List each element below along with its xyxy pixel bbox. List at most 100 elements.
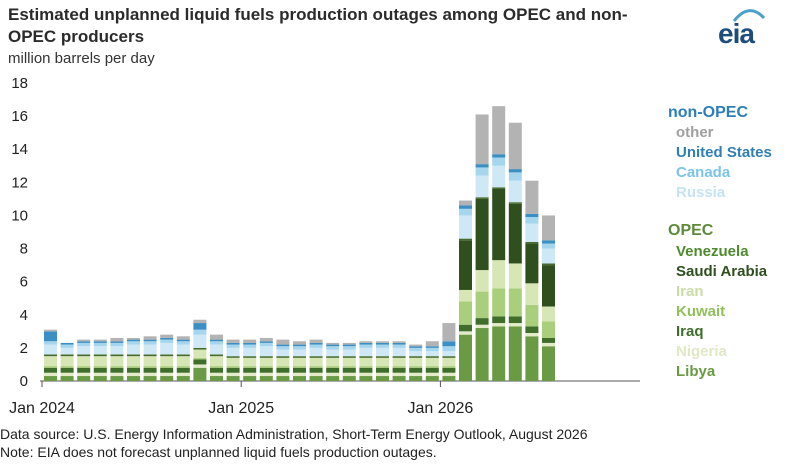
bar-segment-nigeria — [276, 372, 290, 377]
bar-segment-kuwait — [226, 366, 240, 368]
bar-segment-other — [425, 341, 439, 347]
bar-segment-russia — [44, 344, 57, 355]
bar-segment-libya — [359, 376, 373, 381]
bar-segment-canada — [176, 341, 190, 345]
bar-segment-russia — [309, 347, 323, 357]
bar-segment-iraq — [508, 316, 522, 324]
bar-segment-other — [259, 337, 273, 342]
bar-segment-canada — [143, 341, 157, 345]
bar-segment-iran — [508, 263, 522, 289]
bar-segment-kuwait — [442, 366, 456, 368]
y-tick-label: 16 — [11, 108, 28, 125]
bar-segment-united-states — [293, 344, 306, 347]
bar-segment-saudi-arabia — [475, 198, 489, 271]
bar-segment-nigeria — [359, 372, 373, 377]
y-tick-label: 6 — [20, 274, 28, 291]
bar-segment-iran — [44, 356, 57, 367]
bar-segment-united-states — [143, 339, 157, 342]
bar-segment-kuwait — [276, 366, 290, 368]
bar-segment-venezuela — [44, 354, 57, 357]
bar-segment-other — [442, 323, 456, 342]
bar-segment-canada — [542, 243, 555, 249]
bar-segment-kuwait — [110, 366, 124, 368]
footer-source: Data source: U.S. Energy Information Adm… — [0, 426, 588, 442]
bar-segment-united-states — [525, 213, 539, 218]
bar-segment-kuwait — [342, 366, 356, 368]
bar-segment-iraq — [359, 367, 373, 373]
bar-segment-nigeria — [93, 372, 107, 377]
bar-segment-russia — [508, 180, 522, 203]
bar-segment-canada — [226, 344, 240, 348]
bar-segment-nigeria — [193, 364, 207, 368]
bar-segment-united-states — [259, 341, 273, 343]
bar-segment-nigeria — [309, 372, 323, 377]
bar-segment-other — [176, 336, 190, 340]
bar-segment-other — [525, 180, 539, 214]
bar-segment-nigeria — [110, 372, 124, 377]
bar-segment-saudi-arabia — [459, 240, 472, 290]
bar-segment-venezuela — [459, 238, 472, 241]
bar-segment-libya — [210, 376, 223, 381]
bar-segment-libya — [110, 376, 124, 381]
bar-segment-libya — [525, 336, 539, 381]
x-tick-label: Jan 2024 — [9, 400, 75, 417]
bar-segment-russia — [475, 175, 489, 198]
bar-segment-venezuela — [542, 263, 555, 266]
bar-segment-russia — [342, 349, 356, 357]
bar-segment-venezuela — [475, 197, 489, 199]
bar-segment-united-states — [309, 342, 323, 345]
bar-segment-iran — [342, 357, 356, 367]
bar-segment-other — [508, 122, 522, 170]
bar-segment-iraq — [425, 367, 439, 373]
bar-segment-other — [293, 341, 306, 345]
bar-segment-other — [342, 342, 356, 345]
bar-segment-iran — [226, 357, 240, 367]
bar-segment-venezuela — [525, 241, 539, 244]
bar-segment-nigeria — [392, 372, 406, 377]
bar-segment-kuwait — [293, 366, 306, 368]
bar-segment-russia — [276, 349, 290, 357]
bar-segment-venezuela — [492, 187, 506, 189]
bar-segment-other — [226, 339, 240, 343]
bar-segment-russia — [226, 347, 240, 357]
bar-segment-libya — [77, 376, 91, 381]
bar-segment-libya — [392, 376, 406, 381]
bar-segment-iran — [475, 270, 489, 292]
bar-segment-iraq — [60, 367, 74, 373]
bar-segment-libya — [226, 376, 240, 381]
bar-segment-venezuela — [392, 356, 406, 358]
legend-item-other: other — [676, 124, 714, 141]
bar-segment-kuwait — [259, 366, 273, 368]
bar-segment-russia — [326, 349, 340, 357]
bar-segment-nigeria — [508, 323, 522, 327]
bar-segment-kuwait — [409, 366, 423, 368]
bar-segment-venezuela — [226, 356, 240, 358]
bar-segment-russia — [93, 346, 107, 355]
bar-segment-iran — [376, 357, 389, 367]
bar-segment-iran — [60, 356, 74, 367]
bar-segment-russia — [210, 344, 223, 355]
bar-segment-united-states — [326, 344, 340, 347]
bar-segment-iran — [293, 357, 306, 367]
bar-segment-libya — [376, 376, 389, 381]
bar-segment-russia — [542, 248, 555, 264]
bar-segment-nigeria — [376, 372, 389, 377]
bar-segment-iran — [359, 357, 373, 367]
bar-segment-libya — [342, 376, 356, 381]
y-tick-label: 12 — [11, 174, 28, 191]
bar-segment-libya — [44, 376, 57, 381]
bar-segment-canada — [425, 347, 439, 352]
bar-segment-nigeria — [77, 372, 91, 377]
bar-segment-iraq — [193, 359, 207, 365]
bar-segment-venezuela — [309, 356, 323, 358]
bar-segment-united-states — [93, 341, 107, 343]
bar-segment-united-states — [392, 342, 406, 345]
bar-segment-other — [359, 341, 373, 343]
bar-segment-venezuela — [409, 356, 423, 358]
bar-segment-united-states — [226, 342, 240, 345]
bar-segment-venezuela — [342, 356, 356, 358]
bar-segment-other — [110, 337, 124, 342]
bar-segment-united-states — [210, 339, 223, 342]
bar-segment-iraq — [525, 326, 539, 333]
bar-segment-kuwait — [176, 366, 190, 368]
